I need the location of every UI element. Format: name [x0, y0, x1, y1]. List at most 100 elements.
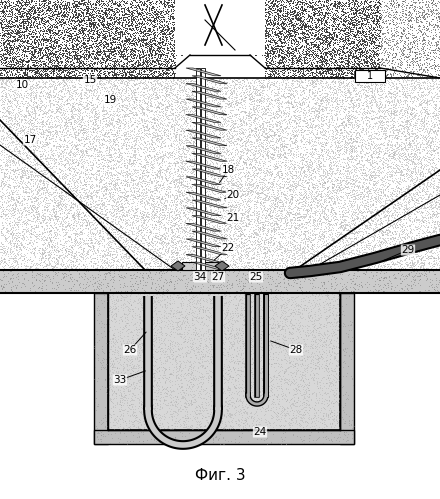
Point	[146, 406, 153, 414]
Point	[50, 10, 57, 18]
Point	[231, 12, 238, 20]
Point	[333, 4, 340, 12]
Point	[123, 319, 130, 327]
Point	[0, 6, 7, 14]
Point	[47, 218, 54, 226]
Point	[264, 235, 271, 243]
Point	[228, 180, 235, 188]
Point	[44, 113, 51, 121]
Point	[97, 0, 104, 8]
Point	[75, 49, 82, 57]
Point	[169, 368, 176, 376]
Point	[35, 77, 42, 85]
Point	[144, 70, 151, 78]
Point	[171, 191, 178, 199]
Point	[111, 34, 118, 42]
Point	[274, 70, 281, 78]
Point	[302, 194, 309, 202]
Point	[84, 48, 91, 56]
Point	[343, 191, 350, 199]
Point	[115, 115, 122, 123]
Point	[90, 243, 97, 251]
Point	[134, 21, 141, 29]
Point	[337, 12, 344, 20]
Point	[134, 88, 141, 96]
Point	[375, 117, 382, 125]
Point	[334, 375, 341, 383]
Point	[59, 188, 66, 196]
Point	[34, 42, 41, 50]
Point	[127, 153, 134, 161]
Point	[53, 189, 60, 197]
Point	[278, 300, 285, 308]
Point	[305, 175, 312, 183]
Point	[319, 68, 326, 76]
Point	[405, 103, 412, 111]
Point	[429, 260, 436, 268]
Point	[296, 397, 303, 405]
Point	[135, 328, 142, 336]
Point	[109, 40, 116, 48]
Point	[372, 141, 379, 149]
Point	[290, 177, 297, 185]
Point	[407, 22, 414, 30]
Point	[12, 36, 19, 44]
Point	[80, 128, 87, 136]
Point	[385, 260, 392, 268]
Point	[43, 29, 50, 37]
Point	[424, 278, 431, 286]
Point	[387, 252, 394, 260]
Point	[56, 168, 63, 176]
Point	[362, 102, 369, 110]
Point	[305, 375, 312, 383]
Point	[151, 146, 158, 154]
Point	[71, 158, 78, 166]
Point	[40, 39, 47, 47]
Point	[90, 54, 97, 62]
Point	[217, 185, 224, 193]
Point	[275, 20, 282, 28]
Point	[275, 24, 282, 32]
Point	[418, 110, 425, 118]
Point	[106, 56, 113, 64]
Point	[366, 2, 373, 10]
Point	[114, 4, 121, 12]
Point	[315, 285, 322, 293]
Point	[287, 26, 294, 34]
Point	[264, 244, 271, 251]
Point	[136, 34, 143, 42]
Point	[135, 270, 142, 278]
Point	[17, 164, 24, 172]
Point	[65, 69, 72, 77]
Point	[411, 186, 418, 194]
Point	[223, 299, 230, 307]
Point	[381, 284, 388, 292]
Point	[279, 426, 286, 434]
Point	[213, 155, 220, 163]
Point	[78, 190, 85, 198]
Point	[222, 291, 229, 299]
Point	[409, 253, 416, 261]
Point	[404, 185, 411, 193]
Point	[258, 225, 265, 233]
Point	[312, 121, 319, 129]
Point	[329, 28, 336, 36]
Point	[42, 126, 49, 134]
Point	[327, 398, 334, 406]
Point	[386, 169, 393, 177]
Point	[330, 93, 337, 101]
Point	[47, 25, 54, 33]
Point	[235, 23, 242, 31]
Point	[213, 12, 220, 20]
Point	[215, 76, 222, 84]
Point	[274, 286, 281, 294]
Point	[1, 119, 8, 127]
Point	[399, 265, 406, 273]
Point	[345, 140, 352, 148]
Point	[197, 347, 204, 355]
Point	[1, 177, 8, 185]
Point	[261, 45, 268, 53]
Point	[63, 127, 70, 135]
Point	[171, 222, 178, 230]
Point	[72, 255, 79, 263]
